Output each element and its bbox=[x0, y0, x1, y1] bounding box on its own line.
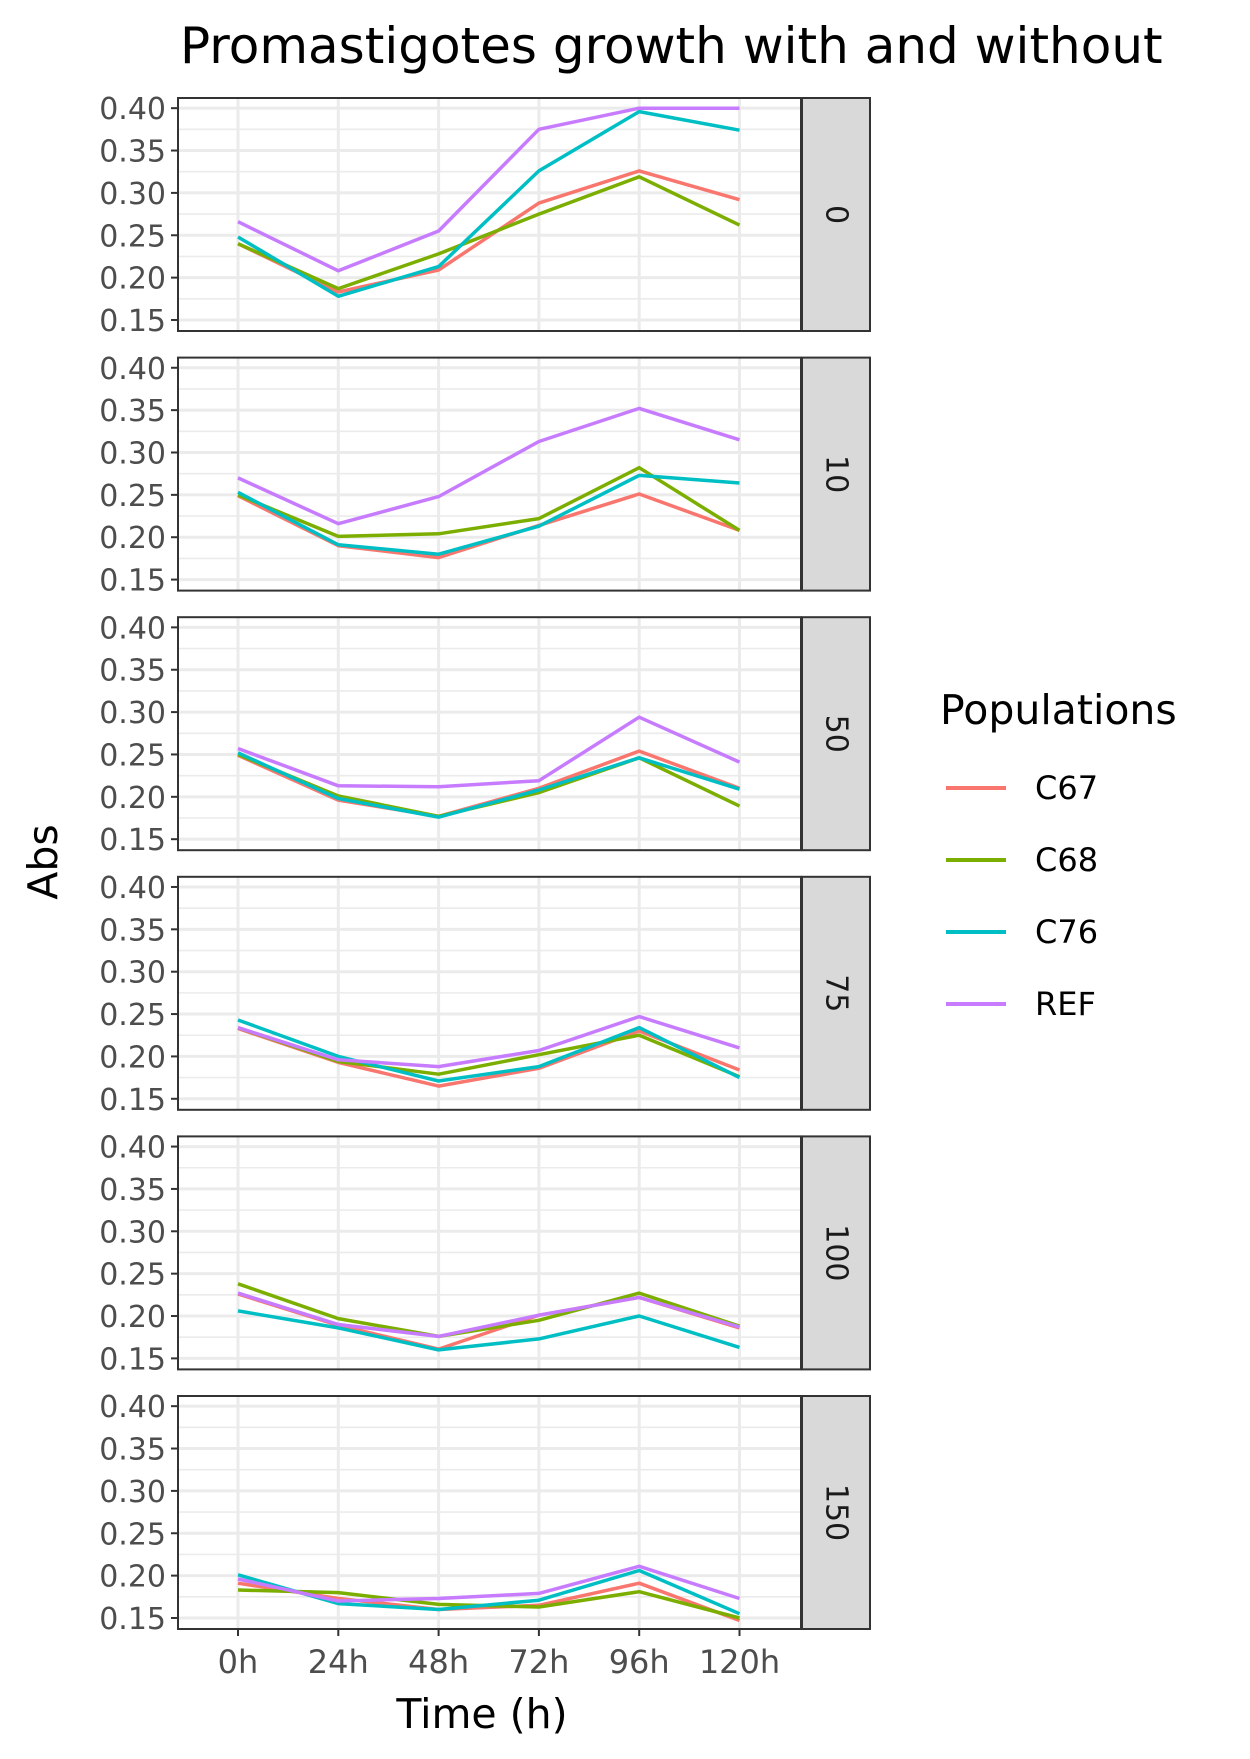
y-tick-label: 0.30 bbox=[99, 436, 166, 471]
series-line-C68 bbox=[237, 1282, 741, 1339]
x-tick-label: 72h bbox=[508, 1643, 569, 1681]
series-line-C76 bbox=[237, 1018, 741, 1083]
facet-strip bbox=[801, 875, 871, 1111]
x-tick-label: 48h bbox=[408, 1643, 469, 1681]
x-tick-label: 120h bbox=[699, 1643, 780, 1681]
legend-label-C67: C67 bbox=[1035, 769, 1098, 807]
y-tick-label: 0.35 bbox=[99, 394, 166, 429]
legend-title: Populations bbox=[940, 686, 1177, 734]
x-tick-label: 96h bbox=[609, 1643, 670, 1681]
series-line-REF bbox=[237, 715, 741, 789]
facet-strip bbox=[801, 616, 871, 852]
y-tick-label: 0.35 bbox=[99, 135, 166, 170]
y-tick-label: 0.20 bbox=[99, 1040, 166, 1075]
series-line-C76 bbox=[237, 1309, 741, 1352]
facet-strip bbox=[801, 97, 871, 332]
y-tick-label: 0.25 bbox=[99, 738, 166, 773]
series-line-C76 bbox=[237, 473, 740, 556]
y-tick-label: 0.15 bbox=[99, 304, 166, 339]
facet-strip bbox=[801, 356, 871, 592]
facet-strip-label: 75 bbox=[819, 974, 854, 1012]
y-tick-label: 0.30 bbox=[99, 956, 166, 991]
facet-panel-100: 0.15 0.20 0.25 0.30 0.35 0.40 100 bbox=[99, 1131, 871, 1377]
facet-panel-10: 0.15 0.20 0.25 0.30 0.35 0.40 10 bbox=[99, 352, 871, 599]
series-line-C76 bbox=[237, 109, 740, 299]
facet-strip-label: 0 bbox=[819, 205, 854, 224]
y-tick-label: 0.20 bbox=[99, 1560, 166, 1595]
y-tick-label: 0.15 bbox=[99, 564, 166, 599]
legend-items: C67 C68 C76 REF bbox=[946, 769, 1098, 1023]
y-tick-label: 0.35 bbox=[99, 1173, 166, 1208]
y-tick-label: 0.25 bbox=[99, 479, 166, 514]
y-tick-label: 0.15 bbox=[99, 823, 166, 858]
facet-panel-0: 0.15 0.20 0.25 0.30 0.35 0.40 0 bbox=[99, 92, 871, 339]
series-line-REF bbox=[237, 1564, 741, 1603]
series-line-REF bbox=[237, 406, 741, 526]
y-tick-label: 0.25 bbox=[99, 1517, 166, 1552]
y-axis-label: Abs bbox=[19, 824, 67, 899]
y-tick-label: 0.20 bbox=[99, 262, 166, 297]
x-tick-label: 24h bbox=[308, 1643, 369, 1681]
facet-strip bbox=[801, 1395, 871, 1630]
legend-label-C76: C76 bbox=[1035, 913, 1098, 951]
y-tick-label: 0.40 bbox=[99, 611, 166, 646]
y-tick-label: 0.25 bbox=[99, 219, 166, 254]
y-tick-label: 0.15 bbox=[99, 1602, 166, 1637]
facet-strip-label: 150 bbox=[819, 1484, 854, 1541]
facet-strip-label: 100 bbox=[819, 1224, 854, 1281]
y-tick-label: 0.30 bbox=[99, 696, 166, 731]
series-line-REF bbox=[237, 1014, 741, 1069]
y-tick-label: 0.25 bbox=[99, 998, 166, 1033]
series-line-C67 bbox=[237, 1581, 741, 1623]
x-axis-label: Time (h) bbox=[395, 1690, 567, 1738]
legend-label-C68: C68 bbox=[1035, 841, 1098, 879]
y-tick-label: 0.20 bbox=[99, 1300, 166, 1335]
y-tick-label: 0.35 bbox=[99, 913, 166, 948]
y-tick-label: 0.40 bbox=[99, 92, 166, 127]
facet-strip-label: 50 bbox=[819, 715, 854, 753]
y-tick-label: 0.15 bbox=[99, 1083, 166, 1118]
y-tick-label: 0.30 bbox=[99, 177, 166, 212]
y-tick-label: 0.40 bbox=[99, 1390, 166, 1425]
legend: Populations C67 C68 C76 REF bbox=[940, 686, 1177, 1023]
facet-panel-150: 0.15 0.20 0.25 0.30 0.35 0.40 150 bbox=[99, 1390, 871, 1637]
facet-strip bbox=[801, 1135, 871, 1371]
y-tick-label: 0.20 bbox=[99, 781, 166, 816]
y-tick-label: 0.40 bbox=[99, 871, 166, 906]
facet-panel-50: 0.15 0.20 0.25 0.30 0.35 0.40 50 bbox=[99, 611, 871, 858]
y-tick-label: 0.15 bbox=[99, 1342, 166, 1377]
series-line-C67 bbox=[237, 169, 740, 294]
x-axis: 0h 24h 48h 72h 96h 120h bbox=[218, 1629, 780, 1681]
facet-panels: 0.15 0.20 0.25 0.30 0.35 0.40 0 0.15 0.20 0.25 0.3… bbox=[99, 92, 871, 1637]
chart-title: Promastigotes growth with and without bbox=[180, 17, 1163, 75]
series-line-REF bbox=[237, 106, 740, 273]
series-line-C68 bbox=[237, 175, 741, 291]
y-tick-label: 0.35 bbox=[99, 1433, 166, 1468]
y-tick-label: 0.40 bbox=[99, 352, 166, 387]
y-tick-label: 0.30 bbox=[99, 1215, 166, 1250]
series-line-REF bbox=[237, 1291, 740, 1339]
facet-strip-label: 10 bbox=[819, 455, 854, 493]
y-tick-label: 0.20 bbox=[99, 521, 166, 556]
facet-panel-75: 0.15 0.20 0.25 0.30 0.35 0.40 75 bbox=[99, 871, 871, 1118]
x-tick-label: 0h bbox=[218, 1643, 259, 1681]
legend-label-REF: REF bbox=[1035, 985, 1096, 1023]
y-tick-label: 0.25 bbox=[99, 1258, 166, 1293]
y-tick-label: 0.30 bbox=[99, 1475, 166, 1510]
series-line-C76 bbox=[237, 751, 741, 819]
y-tick-label: 0.35 bbox=[99, 654, 166, 689]
y-tick-label: 0.40 bbox=[99, 1131, 166, 1166]
